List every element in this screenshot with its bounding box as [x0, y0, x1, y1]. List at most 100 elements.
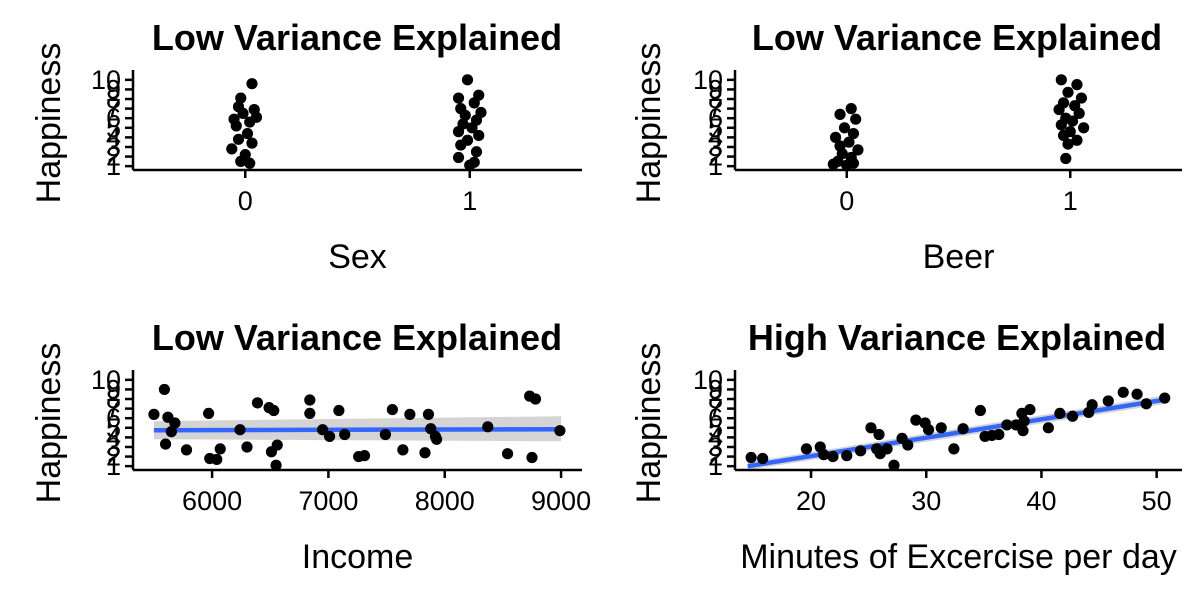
data-point: [1131, 388, 1143, 400]
data-point: [455, 139, 467, 151]
data-point: [957, 423, 969, 435]
data-point: [235, 92, 247, 104]
data-point: [304, 407, 316, 420]
y-tick-label: 7: [708, 394, 723, 424]
data-point: [902, 439, 914, 451]
x-tick-label: 30: [911, 486, 941, 516]
x-tick-label: 50: [1142, 486, 1172, 516]
data-point: [464, 159, 476, 171]
data-point: [271, 439, 283, 451]
data-point: [452, 126, 465, 138]
data-point: [1071, 134, 1083, 146]
data-point: [847, 127, 860, 140]
data-point: [829, 131, 842, 143]
data-point: [270, 459, 282, 471]
y-tick-label: 2: [106, 442, 121, 472]
data-point: [180, 444, 193, 456]
x-tick-label: 1: [462, 186, 477, 216]
data-point: [1066, 115, 1079, 127]
data-point: [169, 417, 181, 429]
data-point: [333, 404, 345, 417]
data-point: [1062, 138, 1074, 150]
y-tick-label: 9: [708, 374, 723, 404]
data-point: [230, 120, 242, 132]
data-point: [246, 137, 258, 149]
y-tick-label: 6: [708, 103, 723, 133]
chart-panel-3: Low Variance Explained Happiness Income 123…: [30, 317, 591, 576]
data-point: [1055, 74, 1067, 86]
data-point: [1078, 122, 1090, 134]
data-point: [158, 383, 171, 396]
data-point: [211, 453, 223, 466]
x-tick-label: 20: [796, 486, 826, 516]
panel-title: Low Variance Explained: [152, 317, 562, 358]
data-point: [1086, 399, 1098, 411]
data-point: [1053, 103, 1065, 116]
x-tick-label: 1: [1063, 186, 1078, 216]
data-point: [235, 155, 247, 167]
y-axis-label: Happiness: [630, 43, 668, 204]
data-point: [379, 428, 392, 441]
chart-panel-2: Low Variance ExplainedHappinessBeer12345…: [630, 17, 1182, 276]
x-tick-label: 0: [839, 186, 854, 216]
data-point: [501, 448, 514, 460]
data-point: [1042, 422, 1054, 434]
y-tick-label: 8: [708, 84, 723, 114]
data-point: [251, 397, 264, 409]
data-point: [148, 408, 160, 420]
data-point: [237, 107, 249, 120]
data-point: [993, 428, 1005, 441]
data-point: [244, 116, 256, 128]
y-tick-label: 6: [106, 103, 121, 133]
x-tick-label: 9000: [531, 486, 591, 516]
data-point: [1075, 92, 1088, 104]
data-point: [757, 452, 769, 465]
y-tick-label: 10: [693, 65, 723, 95]
data-point: [745, 451, 757, 464]
y-tick-label: 10: [91, 65, 121, 95]
data-point: [1140, 398, 1152, 410]
data-point: [800, 443, 813, 455]
data-point: [203, 407, 215, 420]
data-point: [1062, 86, 1074, 98]
y-tick-label: 4: [708, 122, 723, 152]
y-tick-label: 9: [708, 74, 723, 104]
data-point: [246, 78, 258, 90]
y-tick-label: 3: [106, 432, 121, 462]
data-point: [226, 143, 238, 155]
y-tick-label: 8: [708, 384, 723, 414]
y-tick-label: 1: [106, 151, 121, 181]
data-point: [529, 393, 542, 405]
data-point: [452, 151, 465, 164]
data-point: [268, 404, 280, 417]
data-point: [852, 144, 864, 156]
x-tick-label: 7000: [298, 486, 358, 516]
data-point: [461, 74, 474, 86]
data-point: [339, 428, 351, 441]
data-point: [470, 146, 483, 158]
data-point: [881, 443, 893, 455]
panel-title: Low Variance Explained: [152, 17, 562, 58]
y-tick-label: 6: [708, 403, 723, 433]
regression-line: [747, 397, 1167, 469]
y-axis-label: Happiness: [30, 43, 68, 204]
data-point: [818, 449, 830, 461]
data-point: [922, 424, 935, 436]
panel-title: High Variance Explained: [748, 317, 1166, 358]
data-point: [466, 122, 478, 134]
y-tick-label: 3: [708, 132, 723, 162]
data-point: [974, 404, 986, 417]
y-tick-label: 4: [106, 422, 121, 452]
y-tick-label: 7: [106, 394, 121, 424]
y-tick-label: 5: [106, 113, 121, 143]
y-tick-label: 3: [106, 132, 121, 162]
data-point: [526, 451, 538, 464]
y-tick-label: 8: [106, 84, 121, 114]
y-tick-label: 1: [708, 451, 723, 481]
data-point: [910, 414, 922, 426]
y-tick-label: 7: [106, 94, 121, 124]
data-point: [317, 424, 329, 436]
data-point: [404, 408, 416, 420]
data-point: [1102, 395, 1114, 407]
panel-title: Low Variance Explained: [752, 17, 1162, 58]
